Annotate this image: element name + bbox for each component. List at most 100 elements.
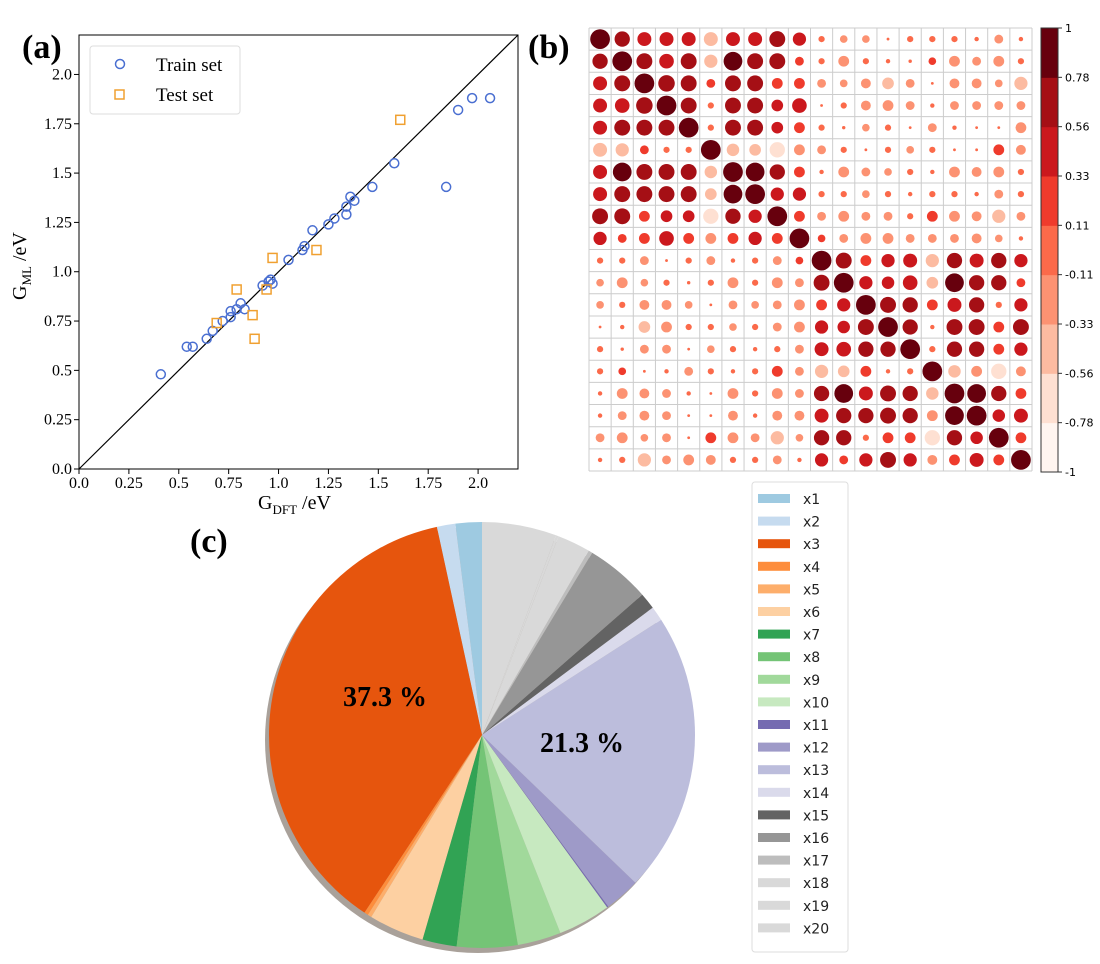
correlation-cell	[684, 301, 693, 309]
correlation-cell	[972, 101, 982, 110]
legend-swatch-x17	[758, 855, 790, 865]
correlation-cell	[862, 434, 869, 441]
legend-label-x11: x11	[803, 718, 829, 734]
correlation-cell	[814, 364, 829, 378]
legend-label-x18: x18	[803, 876, 829, 892]
correlation-cell	[792, 98, 807, 113]
correlation-cell	[730, 258, 736, 263]
correlation-cell	[1017, 191, 1025, 198]
pie-slice-x14	[482, 607, 662, 735]
correlation-cell	[662, 344, 671, 354]
correlation-cell	[881, 276, 895, 289]
correlation-cell	[680, 53, 697, 70]
correlation-cell	[864, 148, 868, 152]
correlation-cell	[747, 53, 764, 70]
correlation-cell	[882, 100, 894, 111]
test-point	[231, 284, 242, 295]
pie-label-x13: 21.3 %	[540, 728, 624, 759]
correlation-cell	[772, 410, 783, 421]
correlation-cell	[752, 257, 759, 264]
train-point	[323, 219, 334, 230]
correlation-cell	[664, 369, 669, 374]
correlation-cell	[814, 342, 829, 357]
correlation-cell	[592, 53, 608, 69]
correlation-cell	[700, 139, 721, 160]
pie-chart	[265, 522, 696, 953]
legend-label-x13: x13	[803, 763, 829, 779]
correlation-cell	[861, 211, 871, 221]
x-tick-label: 0.5	[169, 475, 189, 492]
correlation-cell	[729, 456, 737, 464]
correlation-cell	[620, 347, 624, 351]
correlation-cell	[885, 369, 891, 374]
legend-label-x6: x6	[803, 605, 820, 621]
correlation-cell	[636, 119, 653, 136]
correlation-cell	[686, 281, 691, 285]
correlation-cell	[769, 31, 786, 48]
correlation-cell	[971, 167, 982, 177]
correlation-cell	[926, 410, 938, 422]
correlation-cell	[703, 32, 718, 47]
train-point	[299, 240, 310, 252]
correlation-cell	[902, 407, 918, 424]
test-point	[211, 317, 222, 329]
legend-label-x16: x16	[803, 831, 829, 847]
legend-label-x15: x15	[803, 808, 829, 824]
correlation-cell	[880, 451, 896, 468]
correlation-cell	[968, 275, 985, 291]
correlation-cell	[618, 367, 627, 376]
y-tick-label: 0.25	[44, 412, 72, 429]
pie-slice-x15	[482, 594, 653, 735]
colorbar-tick-label: 0.33	[1065, 170, 1090, 183]
correlation-cell	[772, 300, 782, 310]
colorbar-band	[1041, 176, 1058, 226]
legend-swatch-x5	[758, 584, 790, 594]
correlation-cell	[970, 431, 983, 445]
correlation-cell	[590, 29, 610, 49]
correlation-cell	[687, 436, 691, 440]
correlation-cell	[767, 206, 788, 227]
train-point	[181, 341, 193, 352]
train-point	[307, 225, 318, 236]
correlation-cell	[1012, 319, 1029, 335]
pie-slice-x11	[482, 735, 609, 908]
correlation-cell	[593, 164, 608, 179]
correlation-cell	[902, 319, 918, 335]
correlation-cell	[795, 433, 804, 442]
legend-label-x4: x4	[803, 560, 820, 576]
correlation-cell	[860, 233, 872, 244]
scatter-plot: 0.0 0.25 0.5 0.75 1.0 1.25 1.5 1.75 2.0 0.0 0.25 0.…	[44, 34, 519, 492]
train-point	[341, 201, 352, 212]
correlation-cell	[752, 456, 759, 464]
correlation-cell	[949, 166, 960, 178]
correlation-cell	[640, 433, 649, 442]
correlation-cell	[797, 457, 802, 463]
correlation-cell	[614, 75, 631, 92]
panel-label-b: (b)	[528, 29, 570, 66]
pie-slice-x2	[436, 523, 482, 735]
correlation-cell	[795, 278, 804, 288]
legend-label-x10: x10	[803, 695, 829, 711]
correlation-cell	[639, 299, 650, 310]
correlation-cell	[993, 144, 1005, 156]
train-point	[201, 333, 212, 345]
correlation-cell	[663, 279, 670, 286]
correlation-cell	[860, 100, 871, 111]
correlation-cell	[947, 297, 962, 312]
correlation-cell	[814, 408, 829, 423]
correlation-cell	[727, 388, 739, 399]
legend-label-x20: x20	[803, 921, 829, 937]
correlation-cell	[927, 123, 937, 133]
correlation-cell	[658, 186, 675, 203]
correlation-cell	[596, 257, 604, 264]
correlation-cell	[792, 32, 807, 46]
correlation-cell	[619, 456, 626, 464]
correlation-cell	[774, 346, 781, 353]
correlation-cell	[794, 321, 805, 333]
correlation-cell	[687, 347, 691, 351]
legend-marker-test	[114, 89, 125, 100]
correlation-cell	[903, 453, 917, 467]
correlation-cell	[725, 75, 741, 92]
correlation-cell	[662, 411, 671, 421]
correlation-cell	[1018, 36, 1024, 42]
